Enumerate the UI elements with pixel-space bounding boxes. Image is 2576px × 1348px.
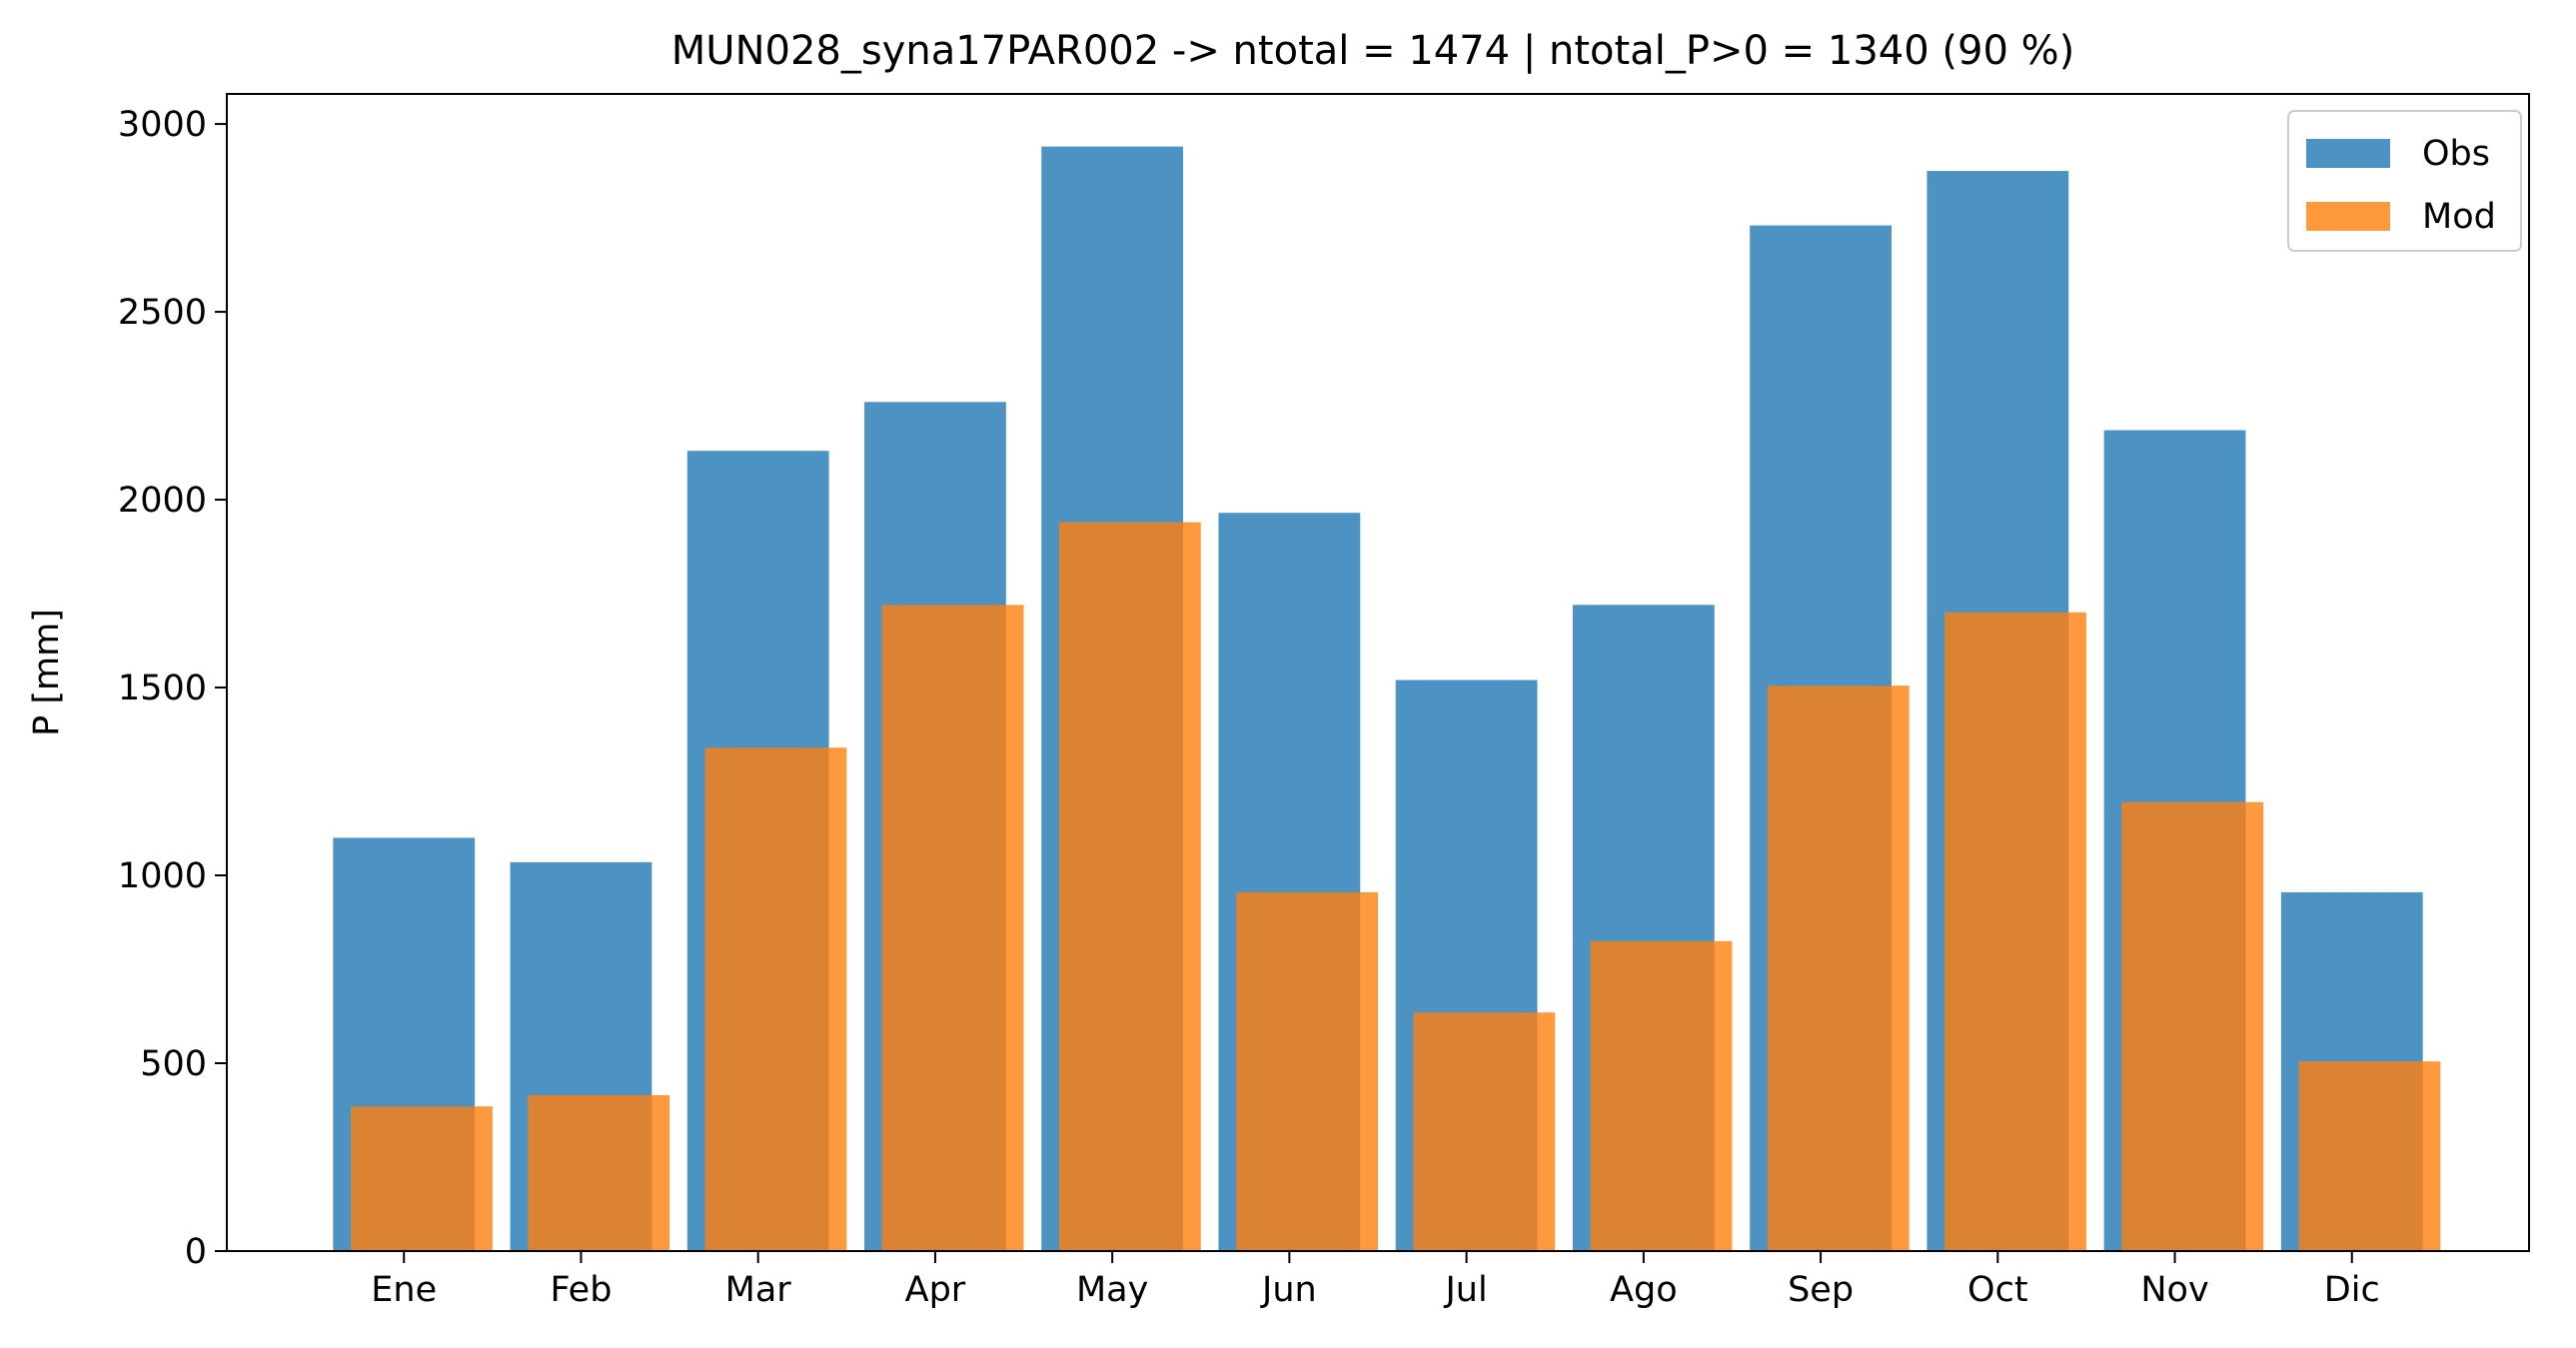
legend: Obs Mod — [2287, 110, 2522, 252]
bar-mod-apr — [881, 605, 1024, 1251]
x-tick-label: May — [1076, 1270, 1148, 1310]
y-tick-label: 1500 — [118, 669, 207, 708]
bars-layer — [333, 146, 2441, 1252]
legend-label-obs: Obs — [2422, 134, 2490, 174]
bar-mod-nov — [2121, 801, 2264, 1251]
bar-mod-jun — [1236, 891, 1378, 1251]
x-tick-label: Oct — [1967, 1270, 2028, 1310]
bar-mod-may — [1058, 522, 1201, 1251]
bar-mod-sep — [1767, 685, 1910, 1251]
legend-swatch-obs — [2306, 139, 2390, 168]
x-tick-label: Jul — [1443, 1270, 1487, 1310]
x-tick-label: Dic — [2324, 1270, 2380, 1310]
bar-mod-mar — [704, 747, 847, 1251]
x-tick-label: Feb — [550, 1270, 612, 1310]
y-tick-label: 2500 — [118, 293, 207, 333]
bar-mod-oct — [1944, 612, 2086, 1251]
y-tick-label: 1000 — [118, 856, 207, 896]
y-tick-label: 3000 — [118, 105, 207, 145]
bar-mod-dic — [2298, 1061, 2441, 1251]
plot-frame — [226, 93, 2530, 1252]
x-tick-label: Ene — [371, 1270, 437, 1310]
x-tick-label: Nov — [2140, 1270, 2208, 1310]
x-tick-label: Ago — [1610, 1270, 1678, 1310]
bar-mod-ago — [1590, 940, 1733, 1251]
x-tick-label: Mar — [725, 1270, 792, 1310]
axes-layer: 0 500 1000 1500 2000 2500 3000 Ene Feb Mar Apr May J… — [118, 93, 2530, 1310]
x-tick-label: Jun — [1260, 1270, 1317, 1310]
bar-mod-jul — [1413, 1012, 1556, 1251]
legend-label-mod: Mod — [2422, 197, 2496, 237]
bar-mod-ene — [351, 1106, 493, 1251]
chart-title: MUN028_syna17PAR002 -> ntotal = 1474 | n… — [671, 28, 2074, 74]
y-tick-label: 0 — [185, 1232, 207, 1272]
x-tick-label: Sep — [1788, 1270, 1854, 1310]
y-tick-label: 2000 — [118, 481, 207, 521]
x-tick-label: Apr — [905, 1270, 966, 1310]
bar-mod-feb — [528, 1094, 670, 1251]
legend-swatch-mod — [2306, 202, 2390, 231]
y-tick-label: 500 — [140, 1044, 207, 1084]
y-axis-label: P [mm] — [27, 609, 67, 736]
